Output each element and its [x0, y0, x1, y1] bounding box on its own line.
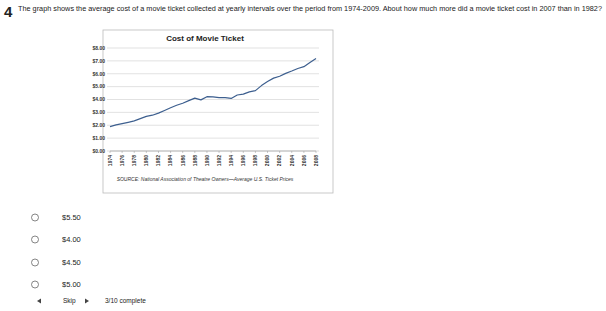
- prev-arrow[interactable]: [37, 299, 41, 304]
- y-tick-label: $0.00: [92, 148, 105, 154]
- x-tick: [279, 151, 280, 153]
- x-tick: [206, 151, 207, 153]
- x-tick: [291, 151, 292, 153]
- radio-button[interactable]: [32, 214, 39, 221]
- question-number: 4: [4, 3, 13, 20]
- grid-line: [107, 138, 319, 139]
- grid-line: [107, 99, 319, 100]
- choice-text: $4.00: [62, 235, 81, 244]
- x-tick-label: 1990: [204, 155, 210, 166]
- x-tick: [219, 151, 220, 153]
- source-note: SOURCE: National Association of Theatre …: [117, 176, 294, 182]
- x-tick: [146, 151, 147, 153]
- y-tick-label: $2.00: [92, 122, 105, 128]
- x-tick-label: 1980: [143, 155, 149, 166]
- y-tick-label: $8.00: [92, 45, 105, 51]
- grid-line: [107, 60, 319, 61]
- y-tick-label: $7.00: [92, 58, 105, 64]
- x-tick-label: 1992: [216, 155, 222, 166]
- x-tick-label: 2002: [276, 155, 282, 166]
- x-tick: [267, 151, 268, 153]
- x-tick: [122, 151, 123, 153]
- x-tick-label: 1998: [252, 155, 258, 166]
- x-tick: [170, 151, 171, 153]
- grid-line: [107, 125, 319, 126]
- x-tick: [316, 151, 317, 153]
- x-tick-label: 1986: [180, 155, 186, 166]
- x-tick-label: 1984: [167, 155, 173, 166]
- x-tick-label: 1976: [119, 155, 125, 166]
- y-tick-label: $6.00: [92, 71, 105, 77]
- y-tick-label: $4.00: [92, 96, 105, 102]
- grid-line: [107, 151, 319, 152]
- plot-area: [110, 59, 316, 127]
- x-tick: [243, 151, 244, 153]
- chart-title: Cost of Movie Ticket: [166, 34, 244, 43]
- grid-line: [107, 86, 319, 87]
- x-tick-label: 1996: [240, 155, 246, 166]
- skip-button[interactable]: Skip: [63, 297, 76, 305]
- x-axis: [110, 151, 316, 152]
- x-tick: [255, 151, 256, 153]
- grid-line: [107, 48, 319, 49]
- x-tick-label: 1978: [131, 155, 137, 166]
- radio-button[interactable]: [32, 281, 39, 288]
- choice-text: $5.00: [62, 280, 81, 289]
- y-tick-label: $1.00: [92, 135, 105, 141]
- x-tick: [134, 151, 135, 153]
- radio-button[interactable]: [32, 236, 39, 243]
- x-tick-label: 1974: [107, 155, 113, 166]
- x-tick-label: 1994: [228, 155, 234, 166]
- x-tick: [231, 151, 232, 153]
- x-tick: [182, 151, 183, 153]
- x-tick-label: 1988: [192, 155, 198, 166]
- radio-button[interactable]: [32, 259, 39, 266]
- y-tick-label: $5.00: [92, 83, 105, 89]
- grid-line: [107, 112, 319, 113]
- data-line: [110, 59, 316, 127]
- progress-text: 3/10 complete: [105, 297, 146, 305]
- x-tick-label: 2008: [313, 155, 319, 166]
- choice-text: $5.50: [62, 213, 81, 222]
- x-tick-label: 2004: [289, 155, 295, 166]
- question-text: The graph shows the average cost of a mo…: [18, 5, 602, 13]
- x-tick-label: 2006: [301, 155, 307, 166]
- x-tick-label: 2000: [264, 155, 270, 166]
- x-tick: [194, 151, 195, 153]
- x-tick: [158, 151, 159, 153]
- x-tick: [303, 151, 304, 153]
- y-tick-label: $3.00: [92, 109, 105, 115]
- page: 4 The graph shows the average cost of a m…: [0, 0, 606, 311]
- x-tick-label: 1982: [155, 155, 161, 166]
- choice-text: $4.50: [62, 258, 81, 267]
- x-tick: [110, 151, 111, 153]
- next-arrow[interactable]: [85, 299, 89, 304]
- chart-frame: [103, 30, 333, 193]
